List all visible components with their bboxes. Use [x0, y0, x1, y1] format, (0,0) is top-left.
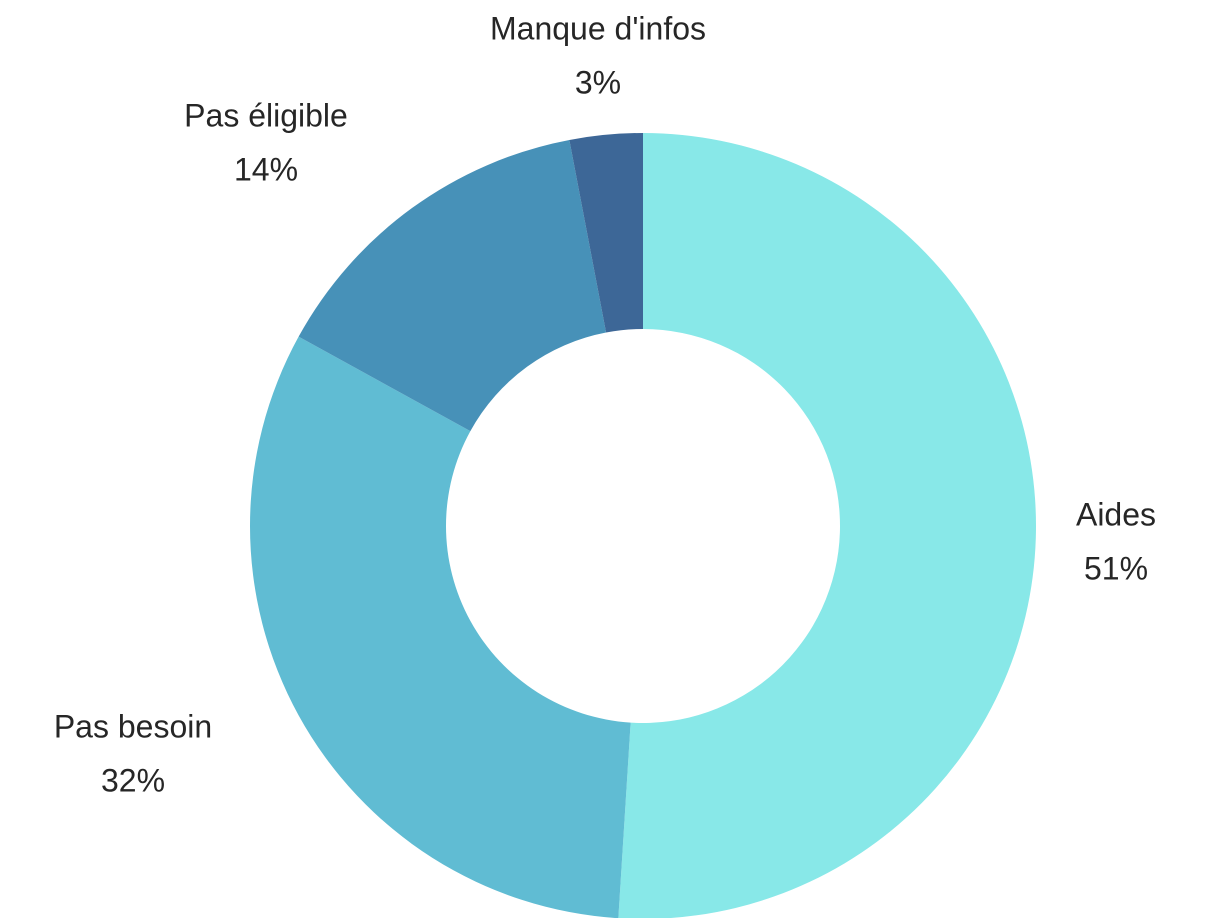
- donut-slice: [618, 133, 1036, 918]
- donut-slice: [569, 133, 643, 333]
- donut-slice: [249, 336, 631, 918]
- slice-value-label: 14%: [234, 151, 298, 187]
- slice-value-label: 3%: [575, 64, 621, 100]
- slice-value-label: 51%: [1084, 550, 1148, 586]
- slice-label: Aides: [1076, 496, 1156, 532]
- slice-label: Pas éligible: [184, 97, 348, 133]
- slice-label: Manque d'infos: [490, 10, 706, 46]
- donut-slice: [298, 139, 607, 432]
- slice-value-label: 32%: [101, 762, 165, 798]
- slice-label: Pas besoin: [54, 708, 212, 744]
